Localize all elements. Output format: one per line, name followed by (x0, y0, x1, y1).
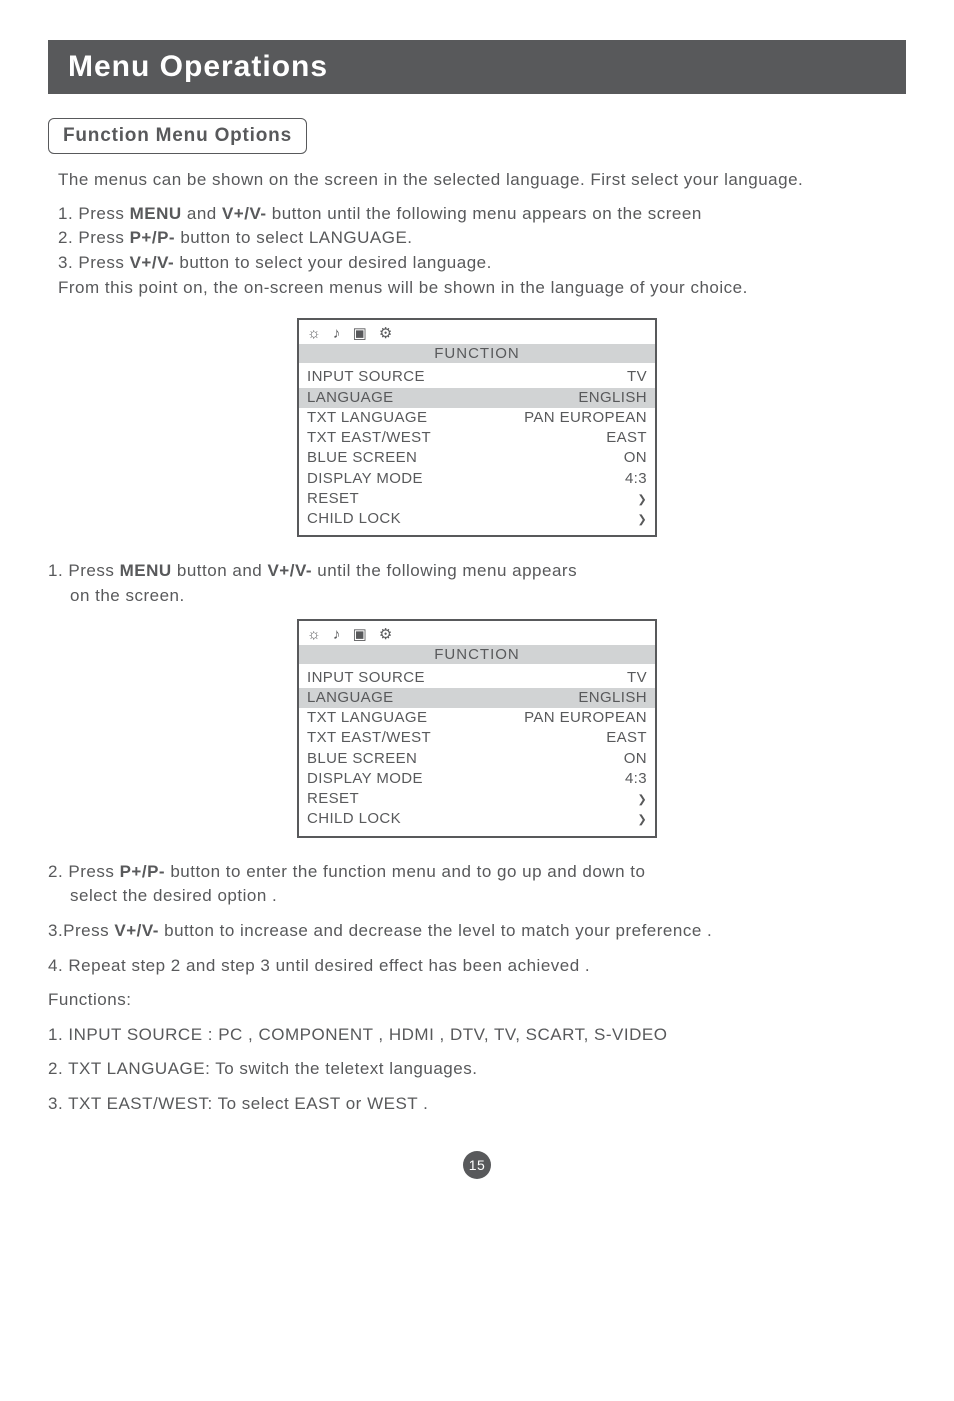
intro-paragraph: The menus can be shown on the screen in … (58, 168, 906, 192)
osd-title: FUNCTION (299, 344, 655, 363)
mid-s1-pre: 1. Press (48, 561, 120, 580)
mid-s1-bold-menu: MENU (120, 561, 172, 580)
osd-row-label: LANGUAGE (307, 688, 394, 708)
osd-row: BLUE SCREEN ON (307, 749, 647, 769)
osd-row-label: CHILD LOCK (307, 809, 401, 829)
osd-row-value: ❯ (638, 489, 647, 509)
page-number: 15 (463, 1151, 491, 1179)
osd-row: CHILD LOCK ❯ (307, 509, 647, 529)
after-s2-pre: 2. Press (48, 862, 120, 881)
osd-row: INPUT SOURCE TV (307, 668, 647, 688)
functions-3: 3. TXT EAST/WEST: To select EAST or WEST… (48, 1092, 906, 1117)
osd-row: RESET ❯ (307, 489, 647, 509)
osd-row-value: ON (624, 448, 647, 468)
section-header: Menu Operations (48, 40, 906, 94)
osd-row-label: TXT LANGUAGE (307, 708, 427, 728)
osd-row-label: LANGUAGE (307, 388, 394, 408)
language-steps: 1. Press MENU and V+/V- button until the… (58, 202, 906, 301)
osd-row: TXT LANGUAGE PAN EUROPEAN (307, 708, 647, 728)
osd-menu-1: ☼ ♪ ▣ ⚙ FUNCTION INPUT SOURCE TV LANGUAGE E… (297, 318, 657, 537)
step1-bold-menu: MENU (130, 204, 182, 223)
step1-post: button until the following menu appears … (272, 204, 702, 223)
after-s2-bold: P+/P- (120, 862, 171, 881)
step2-pre: 2. Press (58, 228, 130, 247)
functions-1: 1. INPUT SOURCE : PC , COMPONENT , HDMI … (48, 1023, 906, 1048)
osd-row-value: EAST (606, 428, 647, 448)
mid-s1-post: until the following menu appears (317, 561, 577, 580)
osd-row-value: PAN EUROPEAN (524, 708, 647, 728)
after-step4: 4. Repeat step 2 and step 3 until desire… (48, 954, 906, 979)
subheader-box: Function Menu Options (48, 118, 307, 154)
osd-row: TXT EAST/WEST EAST (307, 428, 647, 448)
functions-2: 2. TXT LANGUAGE: To switch the teletext … (48, 1057, 906, 1082)
osd-row-label: INPUT SOURCE (307, 367, 425, 387)
osd-row-value: 4:3 (625, 469, 647, 489)
osd-menu-2: ☼ ♪ ▣ ⚙ FUNCTION INPUT SOURCE TV LANGUAGE E… (297, 619, 657, 838)
osd-row: CHILD LOCK ❯ (307, 809, 647, 829)
mid-s1-line2: on the screen. (70, 586, 185, 605)
osd-row-value: ENGLISH (578, 688, 647, 708)
osd-title-2: FUNCTION (299, 645, 655, 664)
osd-row-value: EAST (606, 728, 647, 748)
step1-mid: and (182, 204, 222, 223)
osd-row: LANGUAGE ENGLISH (299, 688, 655, 708)
step2-post: button to select LANGUAGE. (180, 228, 412, 247)
osd-row: LANGUAGE ENGLISH (299, 388, 655, 408)
step1-pre: 1. Press (58, 204, 130, 223)
osd-row-value: ON (624, 749, 647, 769)
osd-row-value: ENGLISH (578, 388, 647, 408)
osd-row-value: ❯ (638, 789, 647, 809)
osd-icon-row-2: ☼ ♪ ▣ ⚙ (299, 621, 655, 645)
mid-step1: 1. Press MENU button and V+/V- until the… (48, 559, 906, 608)
osd-row-value: ❯ (638, 809, 647, 829)
osd-row-label: INPUT SOURCE (307, 668, 425, 688)
osd-row-value: 4:3 (625, 769, 647, 789)
osd-row: BLUE SCREEN ON (307, 448, 647, 468)
after-s3-pre: 3.Press (48, 921, 114, 940)
mid-s1-mid: button and (172, 561, 268, 580)
osd-row-value: ❯ (638, 509, 647, 529)
step4: From this point on, the on-screen menus … (58, 278, 748, 297)
osd-row: RESET ❯ (307, 789, 647, 809)
after-s2-post: button to enter the function menu and to… (170, 862, 645, 881)
after-step3: 3.Press V+/V- button to increase and dec… (48, 919, 906, 944)
osd-body-2: INPUT SOURCETVLANGUAGEENGLISHTXT LANGUAG… (299, 664, 655, 836)
step3-pre: 3. Press (58, 253, 130, 272)
osd-row-value: PAN EUROPEAN (524, 408, 647, 428)
after-step2: 2. Press P+/P- button to enter the funct… (48, 860, 906, 909)
osd-row-label: CHILD LOCK (307, 509, 401, 529)
osd-row-label: TXT LANGUAGE (307, 408, 427, 428)
osd-row: TXT LANGUAGE PAN EUROPEAN (307, 408, 647, 428)
osd-row-label: RESET (307, 489, 359, 509)
after-s3-post: button to increase and decrease the leve… (164, 921, 712, 940)
osd-row-value: TV (627, 668, 647, 688)
osd-row: TXT EAST/WEST EAST (307, 728, 647, 748)
osd-row: DISPLAY MODE 4:3 (307, 469, 647, 489)
functions-title: Functions: (48, 988, 906, 1013)
osd-row-label: TXT EAST/WEST (307, 428, 431, 448)
step1-bold-vv: V+/V- (222, 204, 272, 223)
osd-row-label: DISPLAY MODE (307, 469, 423, 489)
after-s2-line2: select the desired option . (70, 886, 277, 905)
osd-row: INPUT SOURCE TV (307, 367, 647, 387)
step2-bold-pp: P+/P- (130, 228, 181, 247)
mid-s1-bold-vv: V+/V- (267, 561, 317, 580)
osd-body-1: INPUT SOURCETVLANGUAGEENGLISHTXT LANGUAG… (299, 363, 655, 535)
osd-row-label: BLUE SCREEN (307, 448, 417, 468)
osd-row-label: RESET (307, 789, 359, 809)
step3-bold-vv: V+/V- (130, 253, 180, 272)
osd-icon-row: ☼ ♪ ▣ ⚙ (299, 320, 655, 344)
osd-row-label: DISPLAY MODE (307, 769, 423, 789)
osd-row-label: BLUE SCREEN (307, 749, 417, 769)
after-s3-bold: V+/V- (114, 921, 164, 940)
osd-row-value: TV (627, 367, 647, 387)
step3-post: button to select your desired language. (179, 253, 491, 272)
osd-row-label: TXT EAST/WEST (307, 728, 431, 748)
osd-row: DISPLAY MODE 4:3 (307, 769, 647, 789)
